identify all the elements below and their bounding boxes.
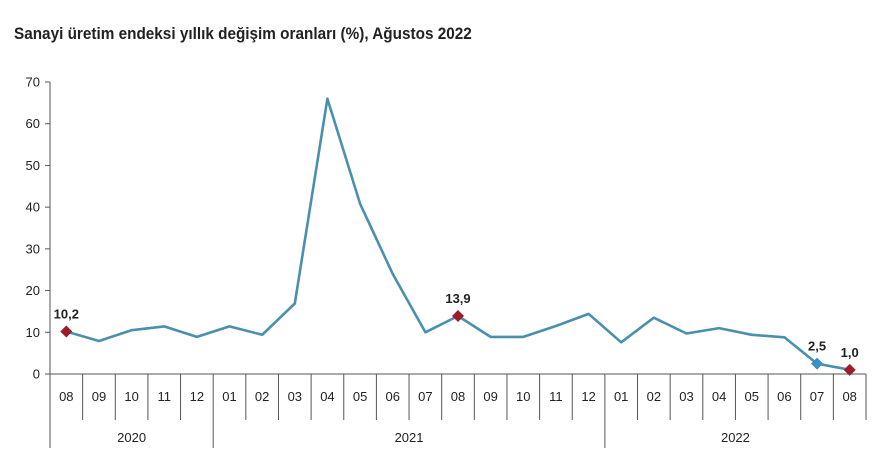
chart-title: Sanayi üretim endeksi yıllık değişim ora…	[14, 24, 472, 43]
x-tick-label: 05	[353, 389, 367, 404]
y-tick-label: 50	[26, 158, 40, 173]
data-point-marker	[452, 310, 464, 323]
x-tick-label: 01	[222, 389, 236, 404]
data-label: 2,5	[808, 339, 826, 354]
x-tick-label: 08	[451, 389, 465, 404]
y-tick-label: 40	[26, 200, 40, 215]
series-line	[65, 97, 852, 372]
x-tick-label: 02	[255, 389, 269, 404]
x-tick-label: 03	[288, 389, 302, 404]
y-tick-label: 60	[26, 116, 40, 131]
x-tick-label: 09	[92, 389, 106, 404]
data-point-marker	[60, 325, 73, 338]
x-year-label: 2021	[395, 430, 424, 445]
data-label: 10,2	[54, 306, 79, 321]
data-labels: 10,2 13,9 2,5 1,0	[54, 291, 859, 360]
data-point-marker	[811, 357, 824, 370]
x-tick-label: 07	[810, 389, 824, 404]
x-tick-label: 11	[157, 389, 171, 404]
x-tick-label: 10	[124, 389, 138, 404]
y-axis: 0 10 20 30 40 50 60 70	[26, 75, 51, 382]
data-markers	[60, 310, 856, 376]
y-tick-label: 30	[26, 241, 40, 256]
y-tick-label: 20	[26, 283, 40, 298]
y-tick-label: 70	[26, 75, 40, 90]
x-tick-label: 10	[516, 389, 530, 404]
series-line-group	[65, 97, 852, 372]
x-tick-label: 07	[418, 389, 432, 404]
data-point-marker	[843, 363, 856, 376]
x-year-label: 2022	[721, 430, 750, 445]
x-axis: 08 09 10 11 12 01 02 03 04 05 06 07 08 09 10 11 12 01 02 03…	[49, 373, 867, 448]
x-tick-label: 05	[745, 389, 759, 404]
x-tick-label: 06	[777, 389, 791, 404]
x-tick-label: 11	[549, 389, 563, 404]
x-tick-label: 08	[59, 389, 73, 404]
data-label: 13,9	[445, 291, 470, 306]
x-tick-label: 09	[483, 389, 497, 404]
x-tick-label: 06	[385, 389, 399, 404]
y-tick-label: 10	[26, 325, 40, 340]
x-tick-label: 01	[614, 389, 628, 404]
x-tick-label: 04	[712, 389, 726, 404]
y-tick-label: 0	[33, 367, 40, 382]
x-tick-label: 08	[842, 389, 856, 404]
x-tick-label: 03	[679, 389, 693, 404]
x-tick-label: 12	[581, 389, 595, 404]
x-tick-label: 04	[320, 389, 334, 404]
data-label: 1,0	[841, 345, 859, 360]
x-year-label: 2020	[117, 430, 146, 445]
x-tick-label: 02	[647, 389, 661, 404]
x-tick-label: 12	[190, 389, 204, 404]
